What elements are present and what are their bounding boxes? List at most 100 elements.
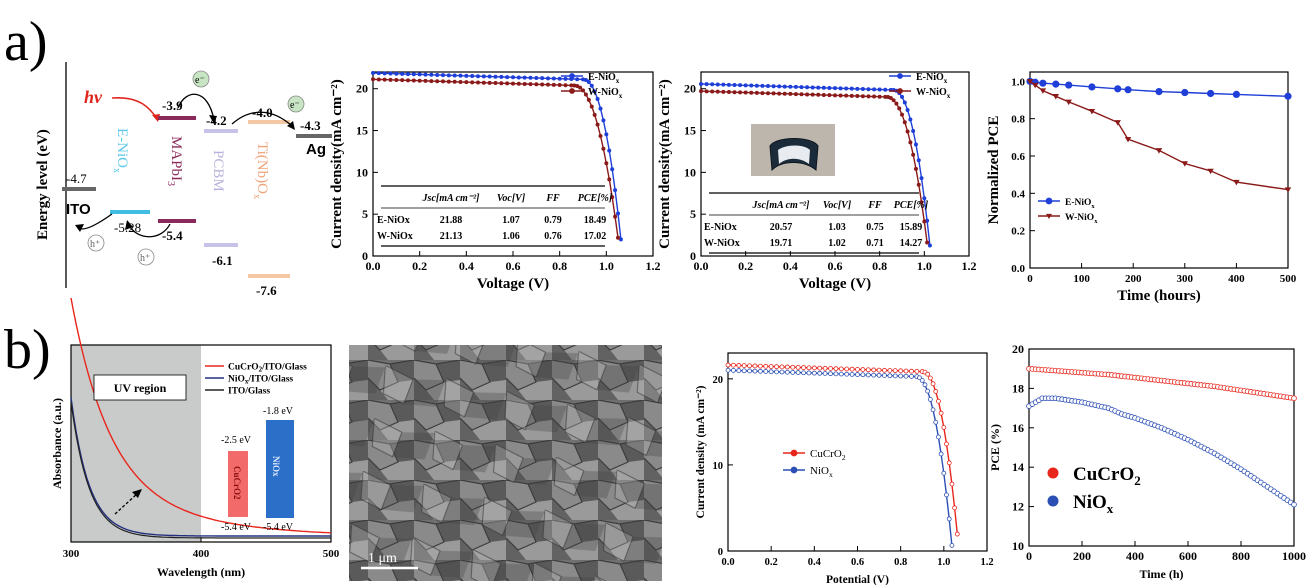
- y-tick-label: 20: [356, 82, 368, 96]
- niox-band-bottom: -5.4 eV: [263, 522, 294, 533]
- data-point: [844, 86, 849, 91]
- data-point: [866, 94, 871, 99]
- data-point: [760, 91, 765, 96]
- data-point: [916, 158, 921, 163]
- data-point: [721, 82, 726, 87]
- pcbm-bottom-value: -6.1: [212, 253, 233, 268]
- data-point: [908, 117, 913, 122]
- data-point: [905, 129, 910, 134]
- x-tick-label: 200: [1125, 273, 1142, 285]
- data-point: [610, 167, 615, 172]
- y-tick-label: 1.0: [1011, 76, 1025, 88]
- data-point: [499, 74, 504, 79]
- data-point: [784, 369, 790, 375]
- plot-frame: [1029, 71, 1289, 269]
- data-point: [876, 372, 882, 378]
- data-point: [749, 90, 754, 95]
- data-point: [795, 365, 801, 370]
- data-point: [860, 372, 866, 378]
- pcbm-label: PCBM: [210, 150, 226, 192]
- data-point: [578, 85, 583, 90]
- absorbance-chart: 300 400 500 Wavelength (nm) Absorbance (a.u.…: [50, 297, 340, 579]
- x-tick-label: 0.2: [738, 259, 753, 273]
- data-point: [919, 377, 925, 383]
- data-point: [743, 90, 748, 95]
- x-axis-label: Wavelength (nm): [157, 565, 245, 579]
- pcbm-top-value: -4.2: [206, 113, 227, 128]
- data-point: [838, 93, 843, 98]
- data-point: [941, 470, 947, 476]
- data-point: [613, 214, 618, 219]
- data-point: [589, 83, 594, 88]
- data-point: [944, 441, 949, 447]
- data-point: [806, 365, 812, 371]
- data-point: [1207, 89, 1215, 98]
- jv-chart-3: 0.0 0.2 0.4 0.6 0.8 1.0 1.2 0 10 20 Potential (V) C…: [695, 352, 994, 585]
- data-point: [877, 87, 882, 92]
- data-point: [946, 460, 952, 466]
- data-point: [844, 371, 850, 377]
- trend-arrow: [114, 492, 139, 515]
- data-point: [749, 83, 754, 88]
- data-point: [883, 87, 888, 92]
- data-point: [816, 85, 821, 90]
- data-point: [1039, 79, 1047, 87]
- data-point: [743, 83, 748, 88]
- table-cell: 1.03: [828, 222, 846, 233]
- data-point: [557, 83, 562, 88]
- x-tick-label: 0.8: [894, 557, 907, 568]
- data-point: [888, 96, 893, 101]
- data-point: [446, 73, 451, 78]
- y-axis-label: Current density(mA cm⁻²): [657, 79, 673, 249]
- y-tick-label: 0.4: [1011, 188, 1025, 200]
- data-point: [1284, 92, 1292, 100]
- data-point: [741, 368, 747, 374]
- data-point: [790, 466, 798, 474]
- hole-badge-1-label: h⁺: [90, 239, 100, 250]
- data-point: [891, 98, 896, 103]
- hole-badge-2: [137, 248, 155, 266]
- legend-label: E-NiOx: [588, 72, 620, 85]
- x-tick-label: 0.2: [412, 259, 427, 273]
- data-point: [897, 73, 903, 79]
- data-point: [828, 371, 833, 377]
- hole-badge-1: [87, 234, 105, 252]
- x-tick-label: 0.8: [872, 259, 887, 273]
- electron-arrow-1: [177, 93, 215, 121]
- data-point: [865, 367, 871, 373]
- data-point: [505, 81, 510, 86]
- x-tick-label: 1.0: [917, 259, 932, 273]
- data-point: [911, 128, 916, 133]
- data-point: [569, 88, 575, 94]
- data-point: [592, 89, 597, 94]
- data-point: [752, 363, 758, 369]
- electron-arrowhead-2: [287, 121, 295, 130]
- data-point: [726, 90, 731, 95]
- data-point: [902, 120, 907, 125]
- data-point: [914, 368, 920, 374]
- data-point: [919, 176, 924, 181]
- cucro2-band: [228, 451, 248, 517]
- data-point: [793, 84, 798, 89]
- data-point: [452, 73, 457, 78]
- electron-badge-1-label: e⁻: [195, 75, 205, 86]
- niox-band-top: -1.8 eV: [263, 406, 294, 417]
- uv-label-box: [93, 374, 187, 401]
- y-tick-label: 15: [684, 124, 696, 138]
- legend-marker: [1047, 467, 1059, 479]
- data-point: [370, 77, 375, 82]
- data-point: [429, 79, 434, 84]
- data-point: [586, 97, 591, 102]
- stability-chart-1: 0 100 200 300 400 500 0.0 0.2 0.4 0.6 0.8 1.0 Time (…: [986, 71, 1297, 304]
- data-point: [704, 89, 709, 94]
- series-line-cucro2: [70, 297, 332, 534]
- x-tick-label: 200: [1073, 549, 1091, 563]
- data-point: [779, 364, 785, 370]
- data-point: [394, 71, 399, 76]
- data-point: [510, 81, 515, 86]
- data-point: [458, 79, 463, 84]
- data-point: [938, 451, 944, 457]
- energy-level-diagram: Energy level (eV) hν -4.7 ITO E-NiOx -5.…: [35, 62, 332, 298]
- ito-label: ITO: [66, 201, 91, 218]
- data-point: [388, 77, 393, 82]
